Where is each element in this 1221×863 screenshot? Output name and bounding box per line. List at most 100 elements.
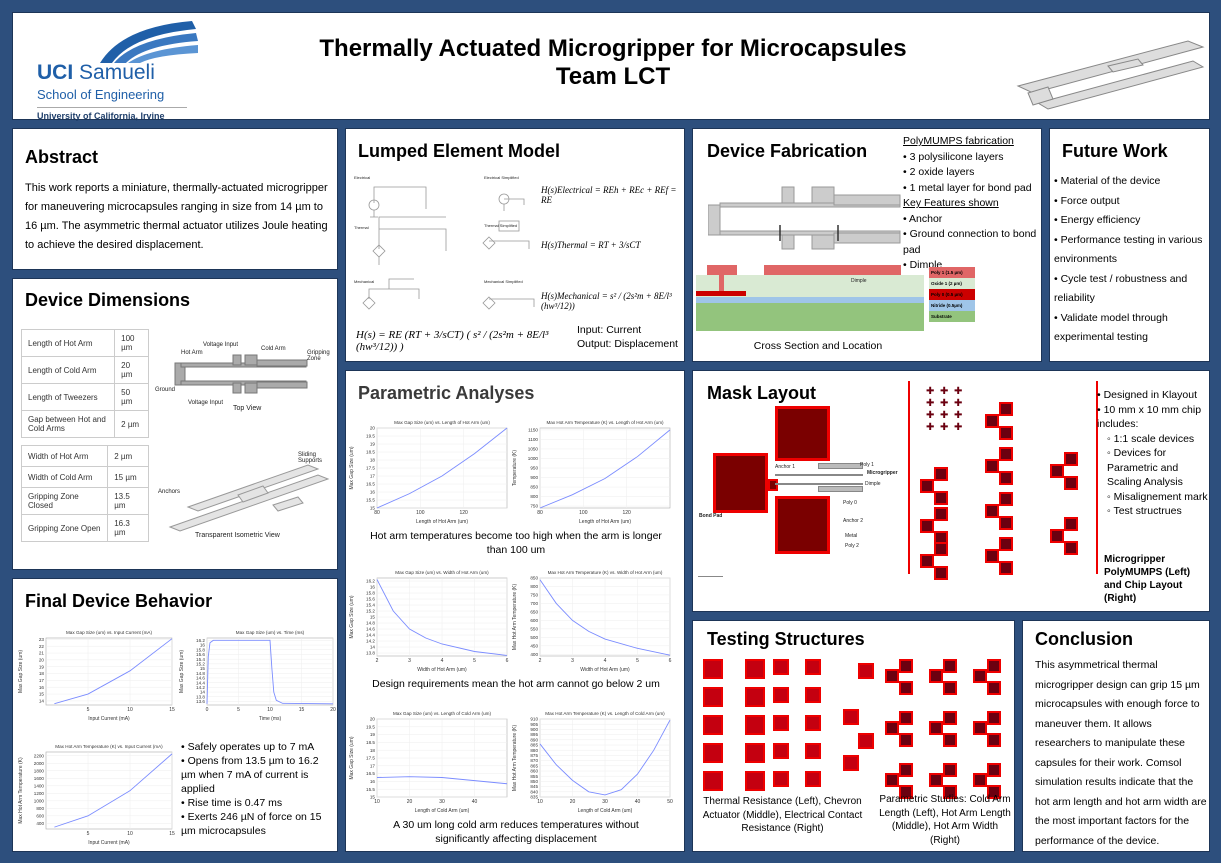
chart-title: Max Hot Arm Temperature (K) vs. Width of… bbox=[548, 570, 663, 575]
equation-mechanical: H(s)Mechanical = s² / (2s²m + 8E/l³ (hw³… bbox=[541, 291, 672, 311]
chip-pad bbox=[934, 491, 948, 505]
chip-pad bbox=[934, 507, 948, 521]
param-pad bbox=[929, 721, 943, 735]
label-anchor1: Anchor 1 bbox=[775, 464, 796, 470]
y-tick-label: 15.6 bbox=[366, 597, 375, 602]
uci-logo: UCI Samueli School of Engineering Univer… bbox=[37, 17, 198, 121]
bullet: Exerts 246 µN of force on 15 µm microcap… bbox=[181, 810, 336, 838]
chart-gap-vs-current: Max Gap Size (um) vs. Input Current (mA)… bbox=[16, 626, 178, 723]
y-tick-label: 1050 bbox=[528, 447, 539, 452]
y-tick-label: 23 bbox=[39, 637, 45, 642]
chip-pad bbox=[985, 459, 999, 473]
label-sliding-supports: Sliding Supports bbox=[298, 452, 323, 464]
behavior-bullets: Safely operates up to 7 mA Opens from 13… bbox=[181, 740, 336, 838]
bullet: 2 oxide layers bbox=[903, 165, 1043, 181]
y-tick-label: 2000 bbox=[34, 761, 45, 766]
chip-pad bbox=[999, 516, 1013, 530]
test-pad bbox=[773, 687, 789, 703]
param-pad bbox=[899, 785, 913, 799]
sub-bullet: 1:1 scale devices bbox=[1107, 432, 1209, 447]
chart-gap-vs-cold-arm-length: Max Gap Size (um) vs. Length of Cold Arm… bbox=[347, 707, 513, 815]
header-panel: UCI Samueli School of Engineering Univer… bbox=[12, 12, 1210, 121]
param-pad bbox=[943, 785, 957, 799]
behavior-panel: Final Device Behavior Safely operates up… bbox=[12, 578, 338, 852]
test-pad bbox=[773, 743, 789, 759]
y-tick-label: 14 bbox=[200, 690, 206, 695]
x-tick-label: 40 bbox=[472, 799, 478, 805]
y-tick-label: 870 bbox=[530, 758, 538, 763]
y-tick-label: 19.5 bbox=[366, 434, 375, 439]
param-pad bbox=[987, 785, 1001, 799]
y-tick-label: 14.8 bbox=[366, 621, 375, 626]
chart-svg: Max Gap Size (um) vs. Input Current (mA)… bbox=[18, 630, 175, 722]
test-pad bbox=[805, 743, 821, 759]
y-tick-label: 850 bbox=[530, 576, 538, 581]
x-axis-label: Length of Hot Arm (um) bbox=[579, 519, 631, 525]
alignment-mark-icon: ✚ bbox=[940, 398, 949, 409]
param-pad bbox=[899, 681, 913, 695]
table-row: Gripping Zone Closed 13.5 µm bbox=[20, 487, 149, 515]
y-tick-label: 19 bbox=[370, 442, 376, 447]
y-tick-label: 19 bbox=[39, 664, 45, 669]
y-tick-label: 800 bbox=[530, 494, 538, 499]
chip-pad bbox=[920, 519, 934, 533]
data-line bbox=[54, 638, 173, 705]
chip-pad bbox=[985, 504, 999, 518]
table-row: Length of Cold Arm 20 µm bbox=[20, 356, 149, 384]
x-tick-label: 3 bbox=[571, 658, 574, 664]
param-pad bbox=[987, 733, 1001, 747]
label-electrical: Electrical bbox=[354, 175, 371, 180]
table-row: Length of Tweezers 50 µm bbox=[20, 383, 149, 411]
y-tick-label: 14.4 bbox=[196, 680, 205, 685]
y-axis-label: Temperature (K) bbox=[512, 450, 518, 486]
legend-nitride: Nitride (0.5µm) bbox=[929, 300, 975, 311]
y-tick-label: 15.8 bbox=[366, 591, 375, 596]
label-thermal-simplified: Thermal Simplified bbox=[484, 223, 518, 228]
future-list: Material of the device Force output Ener… bbox=[1054, 172, 1210, 348]
y-tick-label: 950 bbox=[530, 466, 538, 471]
top-view-caption: Top View bbox=[233, 405, 262, 412]
bullet: Force output bbox=[1054, 192, 1210, 212]
y-tick-label: 900 bbox=[530, 727, 538, 732]
param-pad bbox=[943, 659, 957, 673]
bullet: Opens from 13.5 µm to 16.2 µm when 7 mA … bbox=[181, 754, 336, 796]
y-tick-label: 15.2 bbox=[366, 609, 375, 614]
lumped-output: Output: Displacement bbox=[577, 338, 678, 350]
device-3d-render bbox=[1016, 40, 1205, 110]
chip-pad bbox=[934, 566, 948, 580]
future-heading: Future Work bbox=[1062, 141, 1168, 161]
y-tick-label: 850 bbox=[530, 485, 538, 490]
chart-gap-vs-hot-arm-width: Max Gap Size (um) vs. Width of Hot Arm (… bbox=[347, 566, 513, 674]
behavior-heading: Final Device Behavior bbox=[25, 591, 213, 611]
x-tick-label: 30 bbox=[439, 799, 445, 805]
test-pad bbox=[858, 663, 874, 679]
x-tick-label: 120 bbox=[459, 510, 468, 516]
cross-section: Dimple bbox=[696, 265, 924, 331]
x-axis-label: Length of Hot Arm (um) bbox=[416, 519, 468, 525]
label-mechanical: Mechanical bbox=[354, 279, 375, 284]
x-tick-label: 100 bbox=[416, 510, 425, 516]
x-tick-label: 6 bbox=[669, 658, 672, 664]
future-panel: Future Work Material of the device Force… bbox=[1049, 128, 1210, 362]
y-tick-label: 15.5 bbox=[366, 787, 375, 792]
label-ground: Ground bbox=[155, 387, 176, 393]
abstract-heading: Abstract bbox=[25, 147, 99, 167]
param-pad bbox=[929, 773, 943, 787]
test-structures bbox=[693, 657, 1016, 799]
y-tick-label: 800 bbox=[530, 584, 538, 589]
testing-panel: Testing Structures Thermal Resistance (L… bbox=[692, 620, 1015, 852]
test-pad bbox=[773, 771, 789, 787]
chart-svg: Max Gap Size (um) vs. Time (ms) 0 5 10 15 20 1… bbox=[179, 630, 336, 722]
y-tick-label: 16 bbox=[200, 643, 206, 648]
table-cell: 50 µm bbox=[114, 383, 149, 411]
testing-caption-right: Parametric Studies: Cold Arm Length (Lef… bbox=[879, 794, 1011, 846]
y-tick-label: 800 bbox=[36, 806, 44, 811]
sub-bullet: Devices for Parametric and Scaling Analy… bbox=[1107, 446, 1209, 490]
test-pad bbox=[805, 715, 821, 731]
y-tick-label: 15 bbox=[370, 506, 376, 511]
y-tick-label: 20 bbox=[39, 657, 45, 662]
x-tick-label: 10 bbox=[537, 799, 543, 805]
lumped-panel: Lumped Element Model Electrical Electric… bbox=[345, 128, 685, 362]
parametric-caption-3: A 30 um long cold arm reduces temperatur… bbox=[393, 819, 639, 845]
chip-layout: ✚ ✚ ✚ ✚ ✚ ✚ ✚ ✚ ✚ ✚ ✚ ✚ bbox=[908, 381, 1098, 580]
